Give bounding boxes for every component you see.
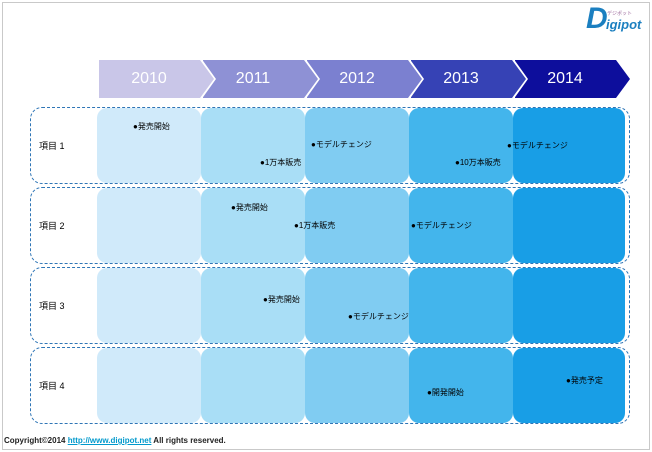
year-cell-2011 — [201, 268, 305, 343]
project-row-2: 項目 2 ●発売開始 ●1万本販売 ●モデルチェンジ — [30, 187, 630, 264]
year-label: 2013 — [443, 70, 479, 87]
project-row-1: 項目 1 ●発売開始 ●モデルチェンジ ●1万本販売 ●モデルチェンジ ●10万本販売 — [30, 107, 630, 184]
row-label: 項目 4 — [39, 381, 65, 391]
timeline-arrow-2012: 2012 — [305, 58, 424, 100]
milestone-label: ●モデルチェンジ — [507, 141, 568, 150]
copyright-prefix: Copyright©2014 — [4, 436, 68, 445]
arrow-fill — [307, 60, 422, 98]
milestone-label: ●1万本販売 — [294, 221, 336, 230]
copyright-link[interactable]: http://www.digipot.net — [67, 436, 152, 445]
year-cell-2013 — [409, 348, 513, 423]
project-row-3: 項目 3 ●発売開始 ●モデルチェンジ — [30, 267, 630, 344]
milestone-label: ●発売開始 — [231, 203, 268, 212]
year-label: 2011 — [235, 70, 271, 87]
row-label: 項目 2 — [39, 221, 65, 231]
milestone-label: ●10万本販売 — [455, 158, 501, 167]
logo-wordmark: igipot — [606, 17, 642, 32]
year-cell-2012 — [305, 268, 409, 343]
milestone-label: ●モデルチェンジ — [311, 140, 372, 149]
year-cell-2014 — [513, 268, 625, 343]
year-cell-2013 — [409, 108, 513, 183]
year-cell-2011 — [201, 348, 305, 423]
milestone-label: ●発売開始 — [133, 122, 170, 131]
year-cell-2012 — [305, 108, 409, 183]
year-cell-2012 — [305, 188, 409, 263]
arrow-fill — [99, 60, 214, 98]
year-cell-2010 — [97, 108, 201, 183]
logo-tagline: デジポット — [607, 11, 633, 17]
footer-copyright: Copyright©2014 http://www.digipot.net Al… — [4, 436, 226, 445]
year-cell-2011 — [201, 108, 305, 183]
milestone-label: ●発売開始 — [263, 295, 300, 304]
logo-d-letter: D — [586, 2, 608, 35]
digipot-logo: D デジポット igipot — [586, 4, 642, 36]
milestone-label: ●発売予定 — [566, 376, 603, 385]
year-label: 2012 — [339, 70, 375, 87]
year-cell-2011 — [201, 188, 305, 263]
arrow-fill — [515, 60, 630, 98]
year-cell-2010 — [97, 348, 201, 423]
milestone-label: ●開発開始 — [427, 388, 464, 397]
project-row-4: 項目 4 ●開発開始 ●発売予定 — [30, 347, 630, 424]
year-cell-2014 — [513, 108, 625, 183]
arrow-band: 2010 2011 2012 2013 2014 — [0, 58, 652, 100]
row-label: 項目 1 — [39, 141, 65, 151]
year-cell-2013 — [409, 188, 513, 263]
year-cell-2010 — [97, 188, 201, 263]
timeline-arrow-2013: 2013 — [409, 58, 528, 100]
year-cell-2013 — [409, 268, 513, 343]
arrow-fill — [203, 60, 318, 98]
milestone-label: ●1万本販売 — [260, 158, 302, 167]
year-label: 2010 — [131, 70, 167, 87]
year-cell-2010 — [97, 268, 201, 343]
year-cell-2014 — [513, 348, 625, 423]
milestone-label: ●モデルチェンジ — [411, 221, 472, 230]
row-label: 項目 3 — [39, 301, 65, 311]
timeline-arrow-2011: 2011 — [201, 58, 320, 100]
milestone-label: ●モデルチェンジ — [348, 312, 409, 321]
year-label: 2014 — [547, 70, 583, 87]
arrow-fill — [411, 60, 526, 98]
timeline-arrow-2010: 2010 — [97, 58, 216, 100]
year-cell-2014 — [513, 188, 625, 263]
timeline-arrow-2014: 2014 — [513, 58, 632, 100]
copyright-suffix: All rights reserved. — [151, 436, 226, 445]
year-cell-2012 — [305, 348, 409, 423]
